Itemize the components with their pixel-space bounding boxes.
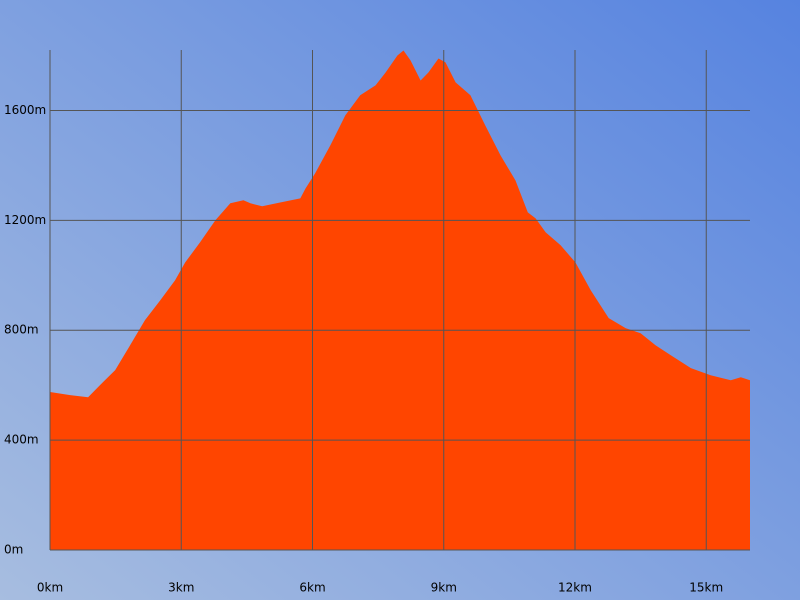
y-tick-label: 400m: [4, 433, 39, 447]
x-tick-label: 3km: [168, 581, 194, 595]
x-tick-label: 12km: [558, 581, 592, 595]
x-tick-label: 15km: [689, 581, 723, 595]
x-tick-label: 9km: [431, 581, 457, 595]
y-tick-label: 1600m: [4, 103, 46, 117]
y-tick-label: 800m: [4, 323, 39, 337]
y-tick-label: 1200m: [4, 213, 46, 227]
y-tick-label: 0m: [4, 543, 23, 557]
x-tick-label: 0km: [37, 581, 63, 595]
x-tick-label: 6km: [299, 581, 325, 595]
